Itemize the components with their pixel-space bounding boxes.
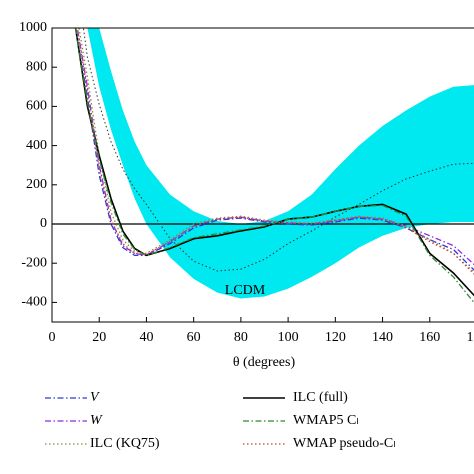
annotation: LCDM — [225, 283, 266, 298]
x-tick-label: 80 — [234, 330, 248, 345]
legend-label: WMAP pseudo-Cₗ — [293, 436, 396, 451]
axes-frame — [51, 27, 474, 323]
x-tick-label: 160 — [419, 330, 440, 345]
legend-label: ILC (full) — [293, 390, 348, 405]
y-tick-label: 200 — [26, 177, 47, 192]
series-line — [74, 28, 474, 271]
y-tick-label: 600 — [26, 99, 47, 114]
x-tick-label: 20 — [92, 330, 106, 345]
y-tick-label: -200 — [21, 255, 47, 270]
x-tick-label: 140 — [372, 330, 393, 345]
x-tick-label: 180 — [467, 330, 474, 345]
legend-label: ILC (KQ75) — [90, 436, 160, 451]
y-tick-label: 400 — [26, 138, 47, 153]
x-tick-label: 100 — [278, 330, 299, 345]
legend-label: V — [90, 390, 100, 405]
y-tick-label: 0 — [40, 216, 47, 231]
legend-label: WMAP5 Cₗ — [293, 413, 359, 428]
series-line — [78, 28, 474, 274]
legend-label: W — [90, 413, 103, 428]
plot-area — [52, 28, 474, 304]
y-tick-label: -400 — [21, 295, 47, 310]
lcdm-mean — [82, 28, 474, 272]
y-tick-label: 1000 — [19, 20, 47, 35]
x-tick-label: 120 — [325, 330, 346, 345]
y-tick-label: 800 — [26, 59, 47, 74]
series-line — [74, 28, 474, 297]
x-tick-label: 60 — [187, 330, 201, 345]
lcdm-band — [87, 28, 474, 299]
x-axis-label: θ (degrees) — [233, 355, 296, 370]
x-tick-label: 0 — [49, 330, 56, 345]
x-tick-label: 40 — [139, 330, 153, 345]
series-line — [74, 28, 474, 304]
